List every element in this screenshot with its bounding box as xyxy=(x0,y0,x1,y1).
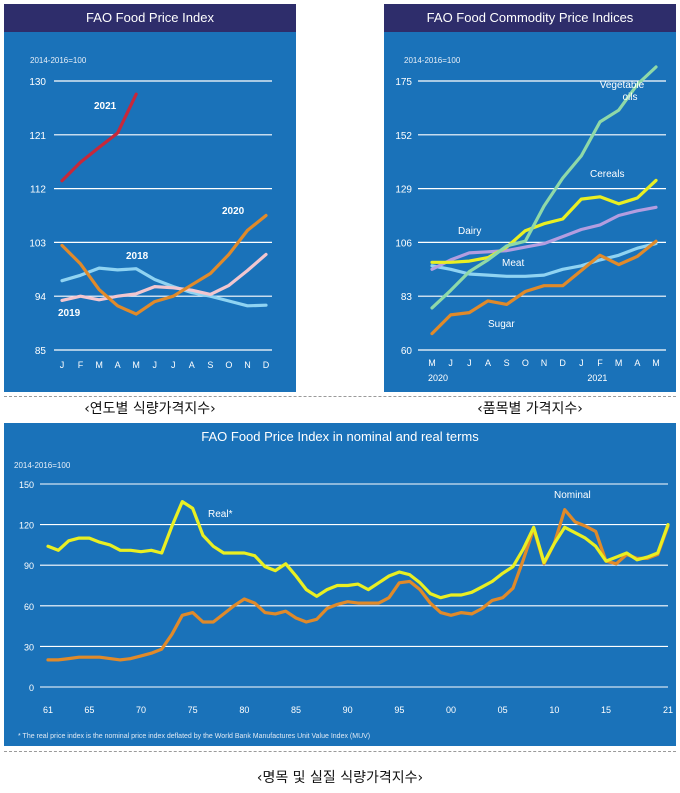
yearly-xtick-label: A xyxy=(115,360,121,370)
caption-nominal-real: ‹명목 및 실질 식량가격지수› xyxy=(256,770,424,786)
commodity-xtick-label: S xyxy=(504,358,510,368)
yearly-xtick-label: A xyxy=(189,360,195,370)
yearly-ytick-label: 103 xyxy=(29,238,46,249)
yearly-xtick-label: J xyxy=(60,360,65,370)
yearly-xtick-label: M xyxy=(95,360,103,370)
commodity-chart-svg: 2014-2016=100 60 83 106 129 152 175 M J J A S O N D J F M… xyxy=(395,56,666,383)
caption-divider-bottom xyxy=(4,751,676,752)
nominal-real-xtick-label: 00 xyxy=(446,705,456,715)
yearly-series-label-2018: 2018 xyxy=(126,251,149,262)
commodity-xtick-label: J xyxy=(467,358,472,368)
commodity-series-line-dairy xyxy=(430,205,658,271)
commodity-year-label: 2020 xyxy=(428,373,448,383)
yearly-xtick-label: F xyxy=(78,360,84,370)
commodity-chart-title: FAO Food Commodity Price Indices xyxy=(384,4,676,32)
commodity-series-label-dairy: Dairy xyxy=(458,226,481,237)
yearly-ytick-label: 94 xyxy=(35,292,47,303)
commodity-xtick-label: J xyxy=(579,358,584,368)
nominal-real-xtick-label: 95 xyxy=(394,705,404,715)
yearly-xtick-label: S xyxy=(207,360,213,370)
yearly-ytick-label: 121 xyxy=(29,131,46,142)
yearly-xtick-label: J xyxy=(152,360,157,370)
yearly-xtick-label: D xyxy=(263,360,270,370)
yearly-chart-panel: FAO Food Price Index 2014-2016=100 85 94 10… xyxy=(4,4,296,392)
commodity-xtick-label: M xyxy=(615,358,623,368)
yearly-series-line-2018 xyxy=(60,266,268,308)
commodity-xtick-label: N xyxy=(541,358,548,368)
commodity-xtick-label: J xyxy=(448,358,453,368)
nominal-real-ytick-label: 90 xyxy=(24,561,34,571)
commodity-series-line-sugar xyxy=(430,239,658,336)
nominal-real-xtick-label: 61 xyxy=(43,705,53,715)
yearly-chart-title: FAO Food Price Index xyxy=(4,4,296,32)
commodity-series-label-vegetable-oils: Vegetable oils xyxy=(600,80,645,103)
yearly-series-line-2020 xyxy=(60,213,268,316)
nominal-real-series-line-nominal xyxy=(46,508,670,662)
commodity-ytick-label: 106 xyxy=(395,238,412,249)
caption-yearly: ‹연도별 식량가격지수› xyxy=(84,401,216,417)
commodity-xtick-label: F xyxy=(597,358,603,368)
yearly-series-label-2021: 2021 xyxy=(94,101,117,112)
yearly-series-label-2019: 2019 xyxy=(58,308,81,319)
nominal-real-xtick-label: 75 xyxy=(188,705,198,715)
commodity-series-line-cereals xyxy=(430,178,658,264)
commodity-subtitle: 2014-2016=100 xyxy=(404,56,461,65)
commodity-ytick-label: 152 xyxy=(395,131,412,142)
commodity-xtick-label: M xyxy=(652,358,660,368)
commodity-series-label-sugar: Sugar xyxy=(488,319,515,330)
nominal-real-series-label-nominal: Nominal xyxy=(554,490,591,501)
nominal-real-ytick-label: 150 xyxy=(19,480,34,490)
commodity-xtick-label: D xyxy=(559,358,566,368)
commodity-ytick-label: 175 xyxy=(395,77,412,88)
yearly-subtitle: 2014-2016=100 xyxy=(30,56,87,65)
commodity-series-label-cereals: Cereals xyxy=(590,169,624,180)
yearly-xtick-label: O xyxy=(225,360,232,370)
nominal-real-subtitle: 2014-2016=100 xyxy=(14,461,71,470)
nominal-real-xtick-label: 70 xyxy=(136,705,146,715)
nominal-real-xtick-label: 65 xyxy=(84,705,94,715)
commodity-ytick-label: 129 xyxy=(395,185,412,196)
nominal-real-series-label-real: Real* xyxy=(208,509,233,520)
commodity-xtick-label: A xyxy=(634,358,640,368)
nominal-real-xtick-label: 80 xyxy=(239,705,249,715)
commodity-chart-panel: FAO Food Commodity Price Indices 2014-20… xyxy=(384,4,676,392)
nominal-real-ytick-label: 120 xyxy=(19,521,34,531)
nominal-real-ytick-label: 0 xyxy=(29,683,34,693)
commodity-series-line-vegetable-oils xyxy=(430,65,658,310)
nominal-real-ytick-label: 30 xyxy=(24,642,34,652)
commodity-ytick-label: 60 xyxy=(401,346,413,357)
yearly-xtick-label: M xyxy=(132,360,140,370)
nominal-real-chart-svg: 2014-2016=100 0 30 60 90 120 150 61 65 70 75 80 85 90… xyxy=(14,461,673,715)
yearly-series-line-2021 xyxy=(60,92,138,183)
commodity-series-label-meat: Meat xyxy=(502,258,524,269)
yearly-series-line-2019 xyxy=(60,252,268,302)
yearly-ytick-label: 112 xyxy=(30,185,46,196)
yearly-series-label-2020: 2020 xyxy=(222,206,245,217)
nominal-real-xtick-label: 10 xyxy=(549,705,559,715)
caption-divider-top xyxy=(4,396,676,397)
caption-commodity: ‹품목별 가격지수› xyxy=(477,401,583,417)
yearly-xtick-label: J xyxy=(171,360,176,370)
nominal-real-xtick-label: 85 xyxy=(291,705,301,715)
commodity-xtick-label: A xyxy=(485,358,491,368)
commodity-xtick-label: M xyxy=(428,358,436,368)
nominal-real-xtick-label: 90 xyxy=(343,705,353,715)
nominal-real-xtick-label: 15 xyxy=(601,705,611,715)
commodity-series-line-meat xyxy=(430,242,658,278)
nominal-real-xtick-label: 21 xyxy=(663,705,673,715)
nominal-real-chart-title: FAO Food Price Index in nominal and real… xyxy=(201,429,479,444)
yearly-xtick-label: N xyxy=(244,360,251,370)
nominal-real-xtick-label: 05 xyxy=(498,705,508,715)
nominal-real-ytick-label: 60 xyxy=(24,602,34,612)
yearly-ytick-label: 130 xyxy=(29,77,46,88)
nominal-real-series-line-real xyxy=(46,500,670,600)
commodity-xtick-label: O xyxy=(522,358,529,368)
yearly-ytick-label: 85 xyxy=(35,346,47,357)
nominal-real-footnote: * The real price index is the nominal pr… xyxy=(18,733,371,740)
commodity-year-label: 2021 xyxy=(587,373,607,383)
commodity-ytick-label: 83 xyxy=(401,292,413,303)
nominal-real-chart-panel: FAO Food Price Index in nominal and real… xyxy=(4,423,676,746)
yearly-chart-svg: 2014-2016=100 85 94 103 112 121 130 J F M A M J J A S O N… xyxy=(29,56,272,370)
